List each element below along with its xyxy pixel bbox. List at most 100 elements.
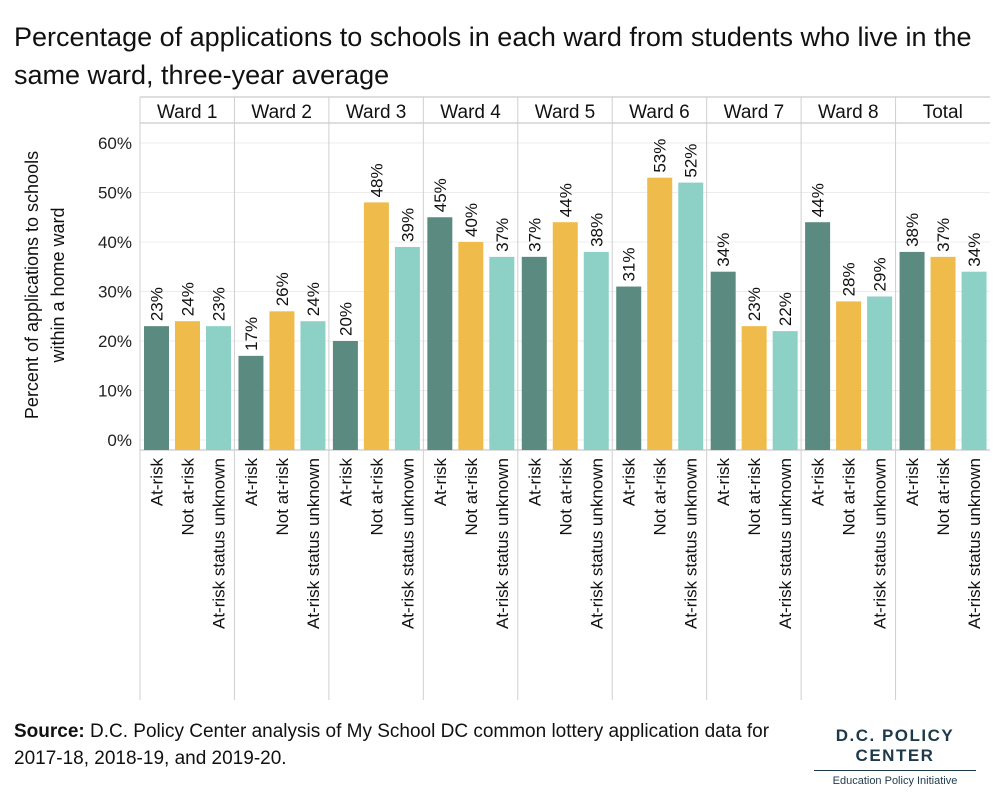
source-text: D.C. Policy Center analysis of My School… [14, 721, 770, 769]
y-tick-label: 40% [98, 233, 132, 252]
data-label: 23% [148, 287, 167, 321]
data-label: 38% [903, 213, 922, 247]
data-label: 44% [556, 183, 575, 217]
data-label: 53% [651, 139, 670, 173]
data-label: 39% [398, 208, 417, 242]
category-label: Not at-risk [651, 458, 670, 536]
category-label: Not at-risk [840, 458, 859, 536]
bar [458, 242, 484, 450]
data-label: 31% [620, 248, 639, 282]
group-header: Total [923, 102, 963, 123]
category-label: Not at-risk [462, 458, 481, 536]
bar [269, 311, 295, 450]
category-label: At-risk [525, 458, 544, 507]
bar [772, 331, 798, 450]
bar [741, 326, 767, 450]
bar [710, 271, 736, 450]
bar [583, 251, 609, 450]
data-label: 37% [525, 218, 544, 252]
y-tick-label: 0% [107, 431, 132, 450]
bar [899, 251, 925, 450]
category-label: At-risk [336, 458, 355, 507]
chart-title: Percentage of applications to schools in… [14, 22, 972, 90]
bar [427, 217, 453, 450]
group-header: Ward 5 [535, 102, 596, 123]
data-label: 40% [462, 203, 481, 237]
group-header: Ward 7 [724, 102, 785, 123]
category-label: At-risk status unknown [587, 458, 606, 629]
group-header: Ward 3 [346, 102, 407, 123]
group-header: Ward 8 [818, 102, 879, 123]
y-axis-label: within a home ward [48, 207, 68, 363]
bar [647, 177, 673, 450]
category-label: At-risk [809, 458, 828, 507]
data-label: 29% [871, 257, 890, 291]
y-tick-label: 60% [98, 134, 132, 153]
bar [678, 182, 704, 450]
bar [206, 326, 231, 450]
data-label: 45% [431, 178, 450, 212]
category-label: Not at-risk [273, 458, 292, 536]
data-label: 37% [493, 218, 512, 252]
y-tick-label: 10% [98, 382, 132, 401]
category-label: At-risk [714, 458, 733, 507]
logo-name: D.C. POLICY CENTER [835, 726, 955, 765]
data-label: 34% [714, 233, 733, 267]
category-label: Not at-risk [745, 458, 764, 536]
data-label: 23% [745, 287, 764, 321]
category-label: At-risk status unknown [965, 458, 984, 629]
category-label: Not at-risk [367, 458, 386, 536]
category-label: At-risk [242, 458, 261, 507]
y-tick-label: 30% [98, 283, 132, 302]
data-label: 44% [809, 183, 828, 217]
bar [175, 321, 200, 450]
bar [363, 202, 389, 450]
data-label: 22% [776, 292, 795, 326]
bar [332, 341, 358, 450]
bar [489, 256, 515, 450]
y-tick-label: 50% [98, 184, 132, 203]
category-label: At-risk [620, 458, 639, 507]
category-label: At-risk status unknown [398, 458, 417, 629]
category-label: At-risk [148, 458, 167, 507]
data-label: 34% [965, 233, 984, 267]
y-tick-label: 20% [98, 332, 132, 351]
bar [805, 222, 831, 450]
data-label: 48% [367, 163, 386, 197]
source-note: Source: D.C. Policy Center analysis of M… [14, 718, 804, 772]
logo-divider [814, 770, 976, 771]
group-header: Ward 2 [251, 102, 312, 123]
bar [930, 256, 956, 450]
logo-subtitle: Education Policy Initiative [832, 775, 958, 787]
category-label: At-risk status unknown [682, 458, 701, 629]
data-label: 20% [336, 302, 355, 336]
group-header: Ward 6 [629, 102, 690, 123]
logo: D.C. POLICY CENTER Education Policy Init… [800, 726, 990, 787]
category-label: At-risk status unknown [871, 458, 890, 629]
bar [394, 246, 420, 450]
data-label: 37% [934, 218, 953, 252]
category-label: Not at-risk [556, 458, 575, 536]
data-label: 24% [179, 282, 198, 316]
data-label: 26% [273, 272, 292, 306]
source-label: Source: [14, 721, 85, 742]
category-label: At-risk status unknown [493, 458, 512, 629]
bar [521, 256, 547, 450]
category-label: Not at-risk [934, 458, 953, 536]
group-header: Ward 4 [440, 102, 501, 123]
category-label: At-risk status unknown [776, 458, 795, 629]
y-axis-label: Percent of applications to schools [22, 151, 42, 419]
bar [836, 301, 862, 450]
bar [616, 286, 642, 450]
data-label: 28% [840, 262, 859, 296]
bar [300, 321, 326, 450]
bar [867, 296, 893, 450]
bar [238, 355, 264, 450]
category-label: Not at-risk [179, 458, 198, 536]
data-label: 52% [682, 144, 701, 178]
category-label: At-risk [431, 458, 450, 507]
category-label: At-risk status unknown [304, 458, 323, 629]
group-header: Ward 1 [157, 102, 218, 123]
bar-chart: 0% 10% 20% 30% 40% 50% 60% Percent of applicati… [22, 96, 990, 700]
category-label: At-risk status unknown [210, 458, 229, 629]
